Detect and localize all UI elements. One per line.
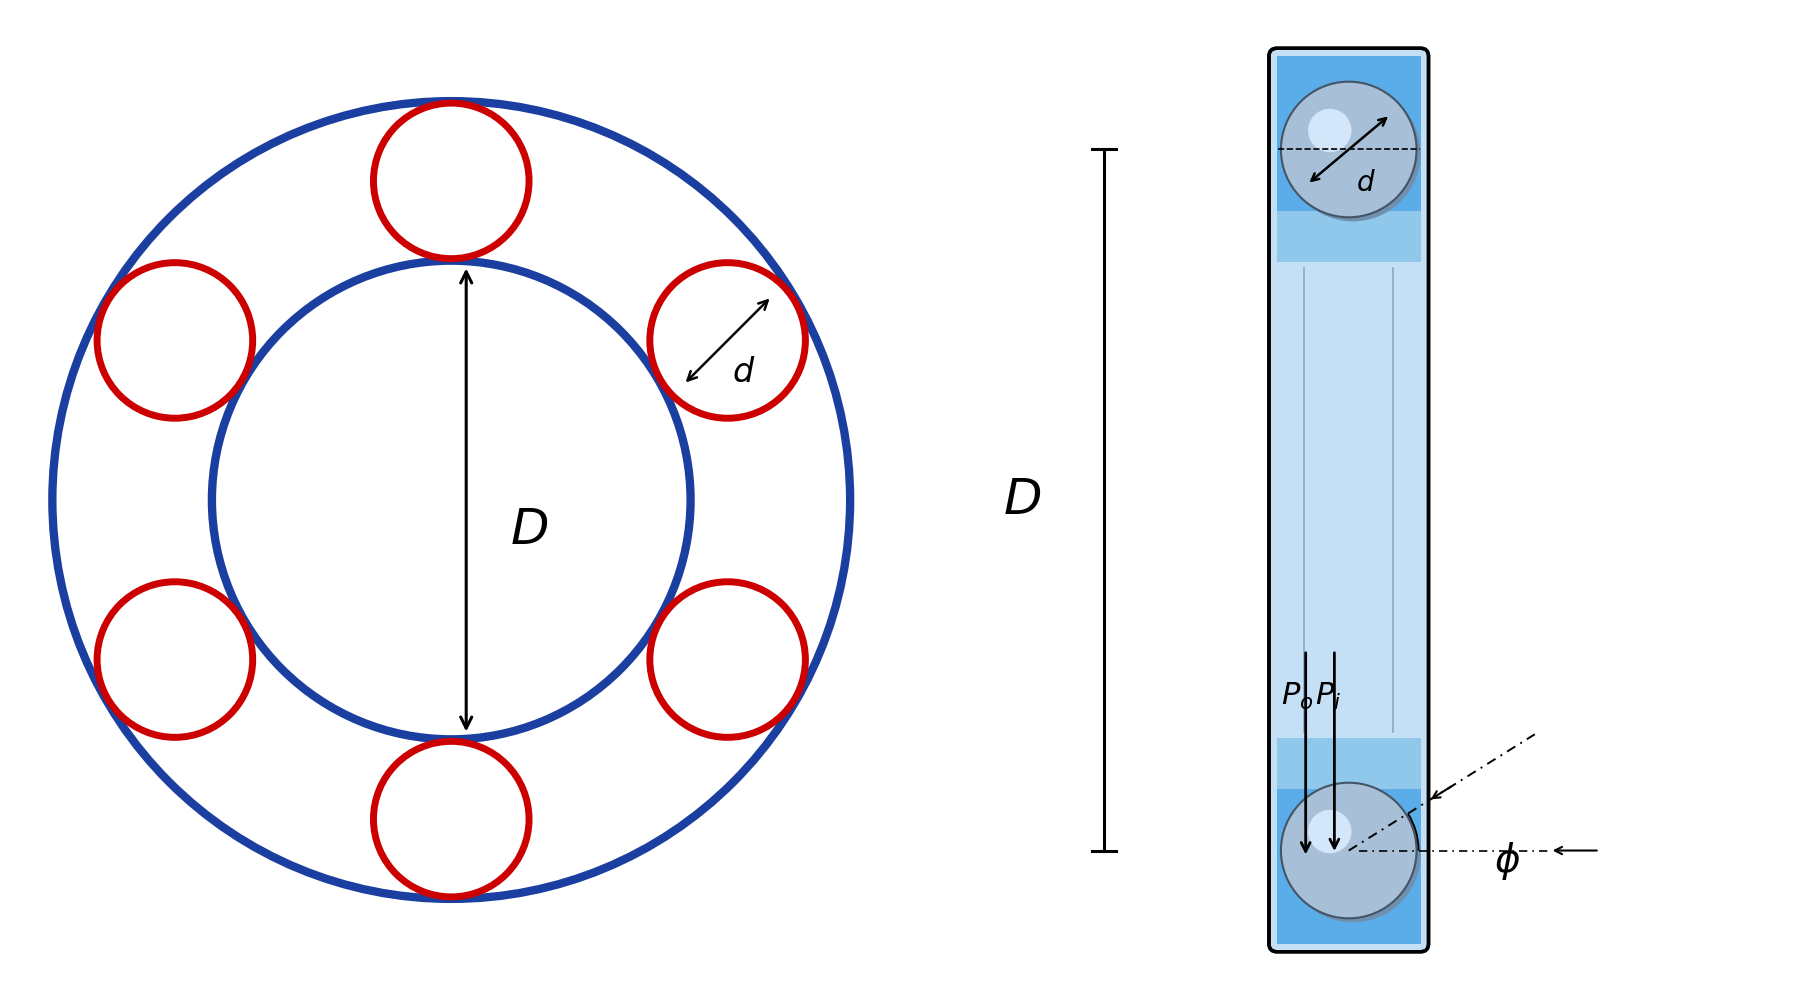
Bar [1277,738,1420,757]
FancyBboxPatch shape [1269,48,1429,952]
Bar [1277,789,1420,944]
Bar [1277,56,1420,211]
Text: $P_i$: $P_i$ [1316,681,1341,712]
Text: D: D [511,506,550,554]
Text: $P_o$: $P_o$ [1282,681,1314,712]
Text: D: D [1003,476,1041,524]
Text: d: d [732,356,753,389]
Circle shape [1280,783,1417,918]
Circle shape [1286,787,1420,922]
Circle shape [1309,810,1352,853]
Text: $\phi$: $\phi$ [1494,840,1519,882]
Circle shape [1280,82,1417,217]
Bar [1277,211,1420,243]
Bar [1277,757,1420,789]
Text: d: d [1357,169,1374,197]
Circle shape [1286,86,1420,221]
Bar [1277,243,1420,262]
Circle shape [1309,109,1352,152]
